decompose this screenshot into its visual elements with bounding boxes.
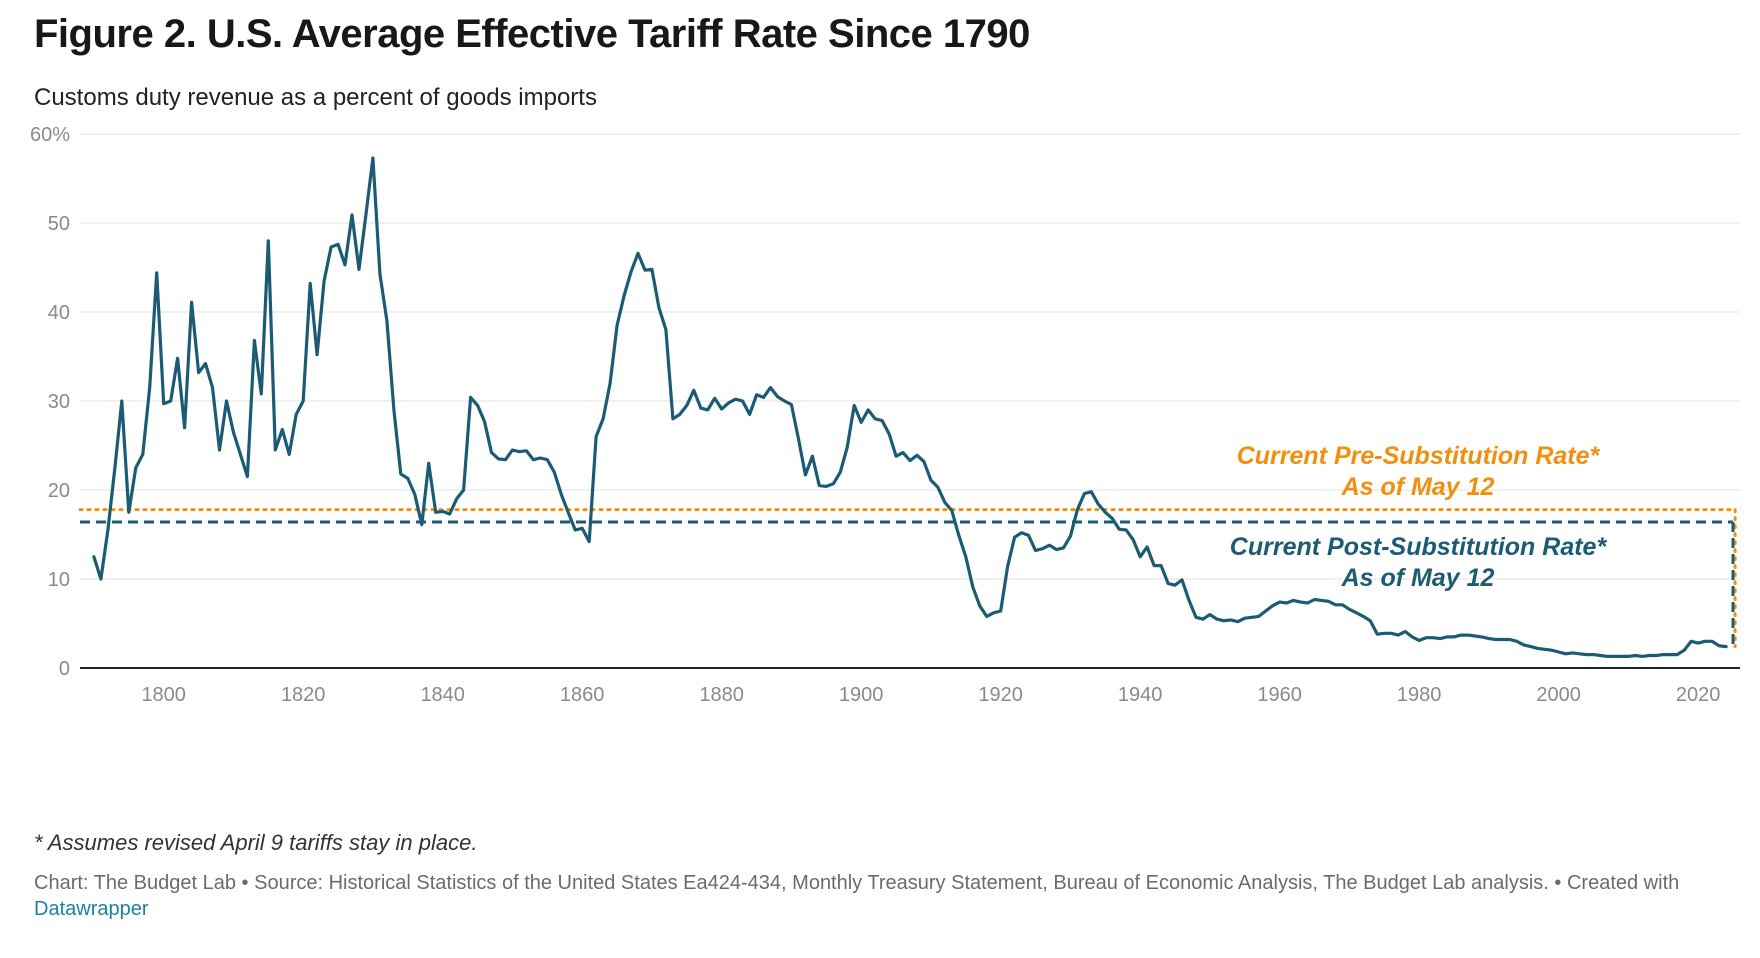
y-tick-label: 60% [30, 124, 70, 146]
y-axis-labels: 0 10 20 30 40 50 60% [30, 124, 70, 680]
chart-footer: Chart: The Budget Lab • Source: Historic… [34, 870, 1724, 922]
tariff-rate-series-line [92, 156, 1728, 658]
pre-substitution-label: Current Pre-Substitution Rate* [1237, 442, 1601, 470]
series-layer [92, 156, 1728, 658]
x-axis-labels: 1800 1820 1840 1860 1880 1900 1920 1940 1960 1980… [141, 684, 1720, 706]
y-tick-label: 10 [48, 569, 70, 591]
footnote: * Assumes revised April 9 tariffs stay i… [34, 830, 478, 855]
y-tick-label: 50 [48, 213, 70, 235]
x-tick-label: 1980 [1397, 684, 1442, 706]
x-tick-label: 1960 [1257, 684, 1302, 706]
y-tick-label: 30 [48, 391, 70, 413]
x-tick-label: 1840 [420, 684, 465, 706]
x-tick-label: 1880 [699, 684, 744, 706]
x-tick-label: 1860 [560, 684, 605, 706]
x-tick-label: 1900 [839, 684, 884, 706]
annotations: Current Pre-Substitution Rate* As of May … [1230, 442, 1608, 592]
pre-substitution-date-label: As of May 12 [1341, 473, 1495, 501]
footer-source-text: Chart: The Budget Lab • Source: Historic… [34, 872, 1680, 894]
datawrapper-link[interactable]: Datawrapper [34, 898, 149, 920]
chart-subtitle: Customs duty revenue as a percent of goo… [34, 84, 597, 111]
y-tick-label: 20 [48, 480, 70, 502]
y-tick-label: 40 [48, 302, 70, 324]
chart-title: Figure 2. U.S. Average Effective Tariff … [34, 12, 1030, 56]
x-tick-label: 2000 [1536, 684, 1581, 706]
post-substitution-label: Current Post-Substitution Rate* [1230, 533, 1608, 561]
gridlines [80, 133, 1740, 669]
x-tick-label: 1820 [281, 684, 326, 706]
x-tick-label: 1920 [978, 684, 1023, 706]
x-tick-label: 2020 [1676, 684, 1721, 706]
post-substitution-date-label: As of May 12 [1341, 564, 1495, 592]
reference-lines [78, 508, 1737, 649]
y-tick-label: 0 [59, 658, 70, 680]
x-tick-label: 1800 [141, 684, 186, 706]
x-tick-label: 1940 [1118, 684, 1163, 706]
